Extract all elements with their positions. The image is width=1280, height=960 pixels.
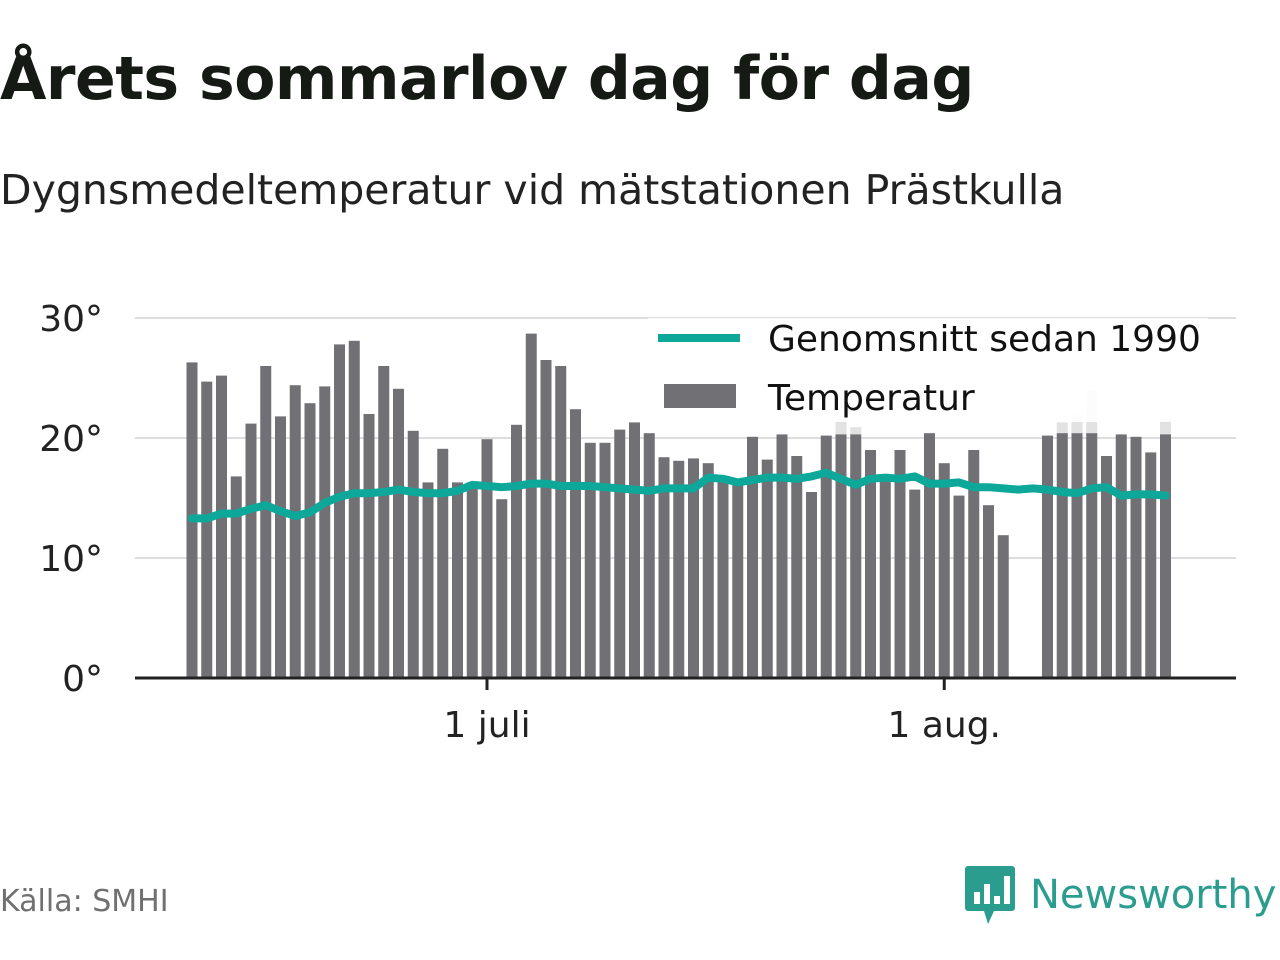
bar: [525, 333, 537, 678]
bar: [658, 457, 670, 678]
x-tick-label: 1 juli: [443, 705, 530, 746]
bar: [511, 424, 522, 678]
brand: Newsworthy: [964, 864, 1276, 926]
bar: [894, 450, 906, 678]
y-tick-label: 30°: [39, 299, 103, 340]
bar: [584, 442, 596, 678]
bar: [747, 436, 758, 678]
bar: [791, 456, 803, 678]
x-tick-label: 1 aug.: [887, 705, 1001, 746]
bar: [289, 385, 301, 678]
bar: [1086, 433, 1098, 678]
chart-subtitle: Dygnsmedeltemperatur vid mätstationen Pr…: [0, 166, 1065, 214]
legend-swatch-line: [658, 334, 740, 342]
bar: [879, 477, 891, 678]
bar: [348, 340, 360, 678]
bar: [673, 460, 685, 678]
bar: [924, 433, 935, 678]
bar: [452, 482, 463, 678]
source-note: Källa: SMHI: [0, 884, 169, 919]
bar: [997, 535, 1009, 678]
bar: [378, 366, 390, 678]
bar: [938, 463, 950, 678]
bar: [968, 450, 980, 678]
bar: [230, 476, 242, 678]
bar: [776, 434, 788, 678]
bar: [481, 439, 493, 678]
legend-swatch-bar: [664, 384, 736, 408]
bar: [422, 482, 434, 678]
bar: [761, 459, 773, 678]
bar: [835, 434, 847, 678]
bar: [555, 366, 567, 678]
bar: [1115, 434, 1127, 678]
bar: [820, 435, 832, 678]
bar: [1042, 435, 1053, 678]
bar: [629, 422, 640, 678]
bar: [909, 489, 921, 678]
y-tick-label: 0°: [62, 659, 103, 700]
bar: [1130, 436, 1142, 678]
bar: [599, 442, 611, 678]
y-tick-label: 20°: [39, 419, 103, 460]
average-line-group: [188, 468, 1170, 523]
bar: [466, 482, 478, 678]
bar: [1071, 433, 1083, 678]
bar: [732, 478, 744, 678]
bar: [319, 386, 331, 678]
bar: [1160, 434, 1171, 678]
legend-background: [648, 318, 1208, 422]
brand-name: Newsworthy: [1030, 872, 1277, 918]
bar: [275, 416, 286, 678]
bar: [1101, 456, 1112, 678]
axes: 0° 10° 20° 30° 1 juli 1 aug.: [39, 299, 1236, 746]
bar: [260, 366, 272, 678]
bar: [407, 430, 419, 678]
y-tick-label: 10°: [39, 539, 103, 580]
bar: [201, 381, 213, 678]
legend: Genomsnitt sedan 1990 Temperatur: [648, 318, 1208, 422]
legend-label-average: Genomsnitt sedan 1990: [768, 319, 1201, 360]
bar: [865, 450, 876, 678]
bar: [334, 344, 345, 678]
bar: [393, 388, 404, 678]
bar: [496, 499, 508, 678]
bar: [304, 403, 316, 678]
chart-title: Årets sommarlov dag för dag: [0, 44, 974, 114]
bar: [437, 448, 449, 678]
bar: [688, 458, 699, 678]
bar: [1056, 433, 1068, 678]
bar: [216, 375, 227, 678]
newsworthy-logo-icon: [965, 866, 1015, 924]
bar: [717, 480, 729, 678]
bar: [702, 463, 714, 678]
bar: [570, 409, 581, 678]
bar: [983, 505, 994, 678]
bar: [850, 434, 862, 678]
legend-label-temperature: Temperatur: [767, 378, 975, 419]
bar: [363, 414, 375, 678]
bar: [614, 429, 626, 678]
average-line: [188, 468, 1170, 523]
bar: [540, 360, 552, 678]
bar: [245, 423, 257, 678]
bar: [806, 492, 817, 678]
bar: [1145, 452, 1157, 678]
bar: [953, 495, 965, 678]
bar: [643, 433, 655, 678]
